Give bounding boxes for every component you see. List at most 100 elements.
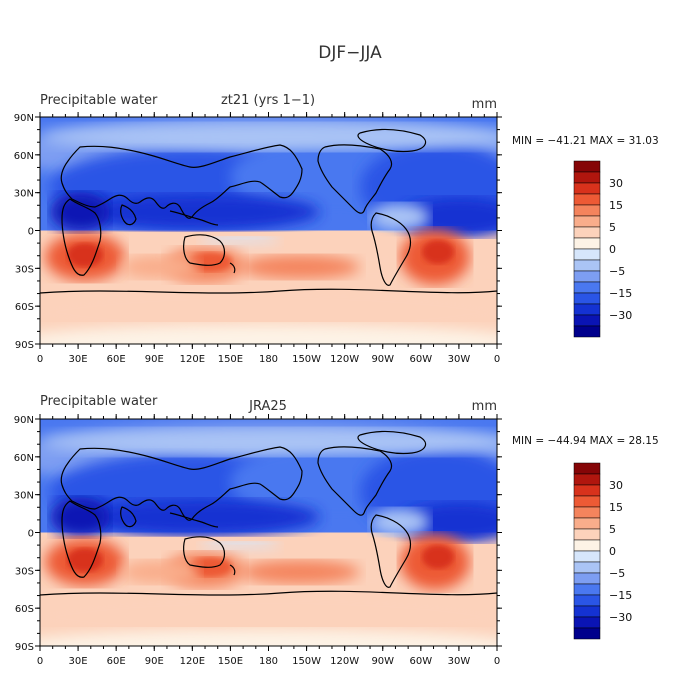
panel-reanalysis-units: mm (472, 399, 497, 414)
field-contour-blob (40, 428, 497, 456)
colorbar-swatch (573, 248, 601, 261)
field-contour-blob (422, 545, 454, 569)
colorbar-swatch (573, 314, 601, 327)
field-contour-blob (67, 243, 103, 267)
colorbar-label: 5 (609, 523, 616, 536)
colorbar-swatch (573, 583, 601, 596)
colorbar-swatch (573, 561, 601, 574)
colorbar-label: 15 (609, 199, 623, 212)
x-tick-label: 0 (494, 656, 500, 667)
x-tick-label: 30E (69, 354, 88, 365)
panel-reanalysis-source: JRA25 (248, 399, 287, 414)
colorbar-swatch (573, 281, 601, 294)
y-tick-label: 60S (15, 604, 34, 615)
colorbar-swatch (573, 237, 601, 250)
colorbar-swatch (573, 204, 601, 217)
colorbar-label: −5 (609, 265, 625, 278)
colorbar-swatch (573, 528, 601, 541)
x-tick-label: 0 (494, 354, 500, 365)
panel-reanalysis-minmax: MIN = −44.94 MAX = 28.15 (512, 435, 659, 447)
y-tick-label: 60N (14, 151, 34, 162)
y-tick-label: 90N (14, 415, 34, 426)
x-tick-label: 0 (37, 656, 43, 667)
panel-reanalysis-axes: 0 30E 60E 90E 120E 150E 180 150W 120W 90W 60W 30W 09… (14, 414, 502, 667)
colorbar-swatch (573, 325, 601, 338)
colorbar-swatch (573, 462, 601, 475)
colorbar-swatch (573, 517, 601, 530)
colorbar-label: −30 (609, 309, 632, 322)
x-tick-label: 60W (410, 354, 433, 365)
colorbar-swatch (573, 484, 601, 497)
colorbar-swatch (573, 292, 601, 305)
y-tick-label: 30S (15, 566, 34, 577)
field-contour-blob (400, 197, 497, 237)
colorbar-label: −15 (609, 589, 632, 602)
colorbar-swatch (573, 226, 601, 239)
colorbar-swatch (573, 627, 601, 640)
colorbar-swatch (573, 160, 601, 173)
x-tick-label: 60E (107, 354, 126, 365)
colorbar-swatch (573, 270, 601, 283)
panel-model: Precipitable water zt21 (yrs 1−1) mm MIN… (14, 93, 659, 365)
x-tick-label: 0 (37, 354, 43, 365)
field-contour-blob (370, 508, 430, 536)
colorbar-swatch (573, 171, 601, 184)
panel-model-minmax: MIN = −41.21 MAX = 31.03 (512, 135, 659, 147)
field-contour-blob (67, 548, 103, 572)
y-tick-label: 0 (28, 529, 34, 540)
colorbar-swatch (573, 550, 601, 563)
field-contour-blob (120, 255, 200, 279)
field-contour-blob (120, 560, 200, 584)
colorbar-swatch (573, 506, 601, 519)
x-tick-label: 30W (448, 656, 471, 667)
panel-reanalysis-field (40, 419, 497, 646)
colorbar-swatch (573, 473, 601, 486)
x-tick-label: 150E (218, 656, 243, 667)
y-tick-label: 30N (14, 491, 34, 502)
x-tick-label: 60E (107, 656, 126, 667)
field-contour-blob (80, 499, 320, 535)
panel-model-units: mm (472, 97, 497, 112)
field-contour-blob (240, 255, 360, 279)
x-tick-label: 180 (259, 656, 278, 667)
colorbar-swatch (573, 572, 601, 585)
x-tick-label: 150W (292, 354, 321, 365)
field-contour-blob (422, 240, 454, 264)
panel-model-axes: 0 30E 60E 90E 120E 150E 180 150W 120W 90W 60W 30W 09… (14, 112, 502, 365)
colorbar-swatch (573, 495, 601, 508)
x-tick-label: 150W (292, 656, 321, 667)
colorbar-swatch (573, 193, 601, 206)
colorbar-label: 0 (609, 545, 616, 558)
field-contour-blob (370, 203, 430, 231)
y-tick-label: 90S (15, 340, 34, 351)
colorbar-label: 15 (609, 501, 623, 514)
x-tick-label: 30E (69, 656, 88, 667)
field-contour-blob (400, 502, 497, 542)
panel-reanalysis-blobs (40, 419, 497, 646)
colorbar-swatch (573, 605, 601, 618)
colorbar-swatch (573, 539, 601, 552)
field-contour-blob (40, 629, 497, 646)
y-tick-label: 30N (14, 189, 34, 200)
x-tick-label: 120E (180, 354, 205, 365)
panel-reanalysis-colorbar: 30 15 5 0 −5 −15 −30 (573, 462, 632, 640)
colorbar-swatch (573, 259, 601, 272)
y-tick-label: 30S (15, 264, 34, 275)
x-tick-label: 90E (145, 656, 164, 667)
colorbar-swatch (573, 182, 601, 195)
panel-model-source: zt21 (yrs 1−1) (221, 93, 315, 108)
x-tick-label: 180 (259, 354, 278, 365)
colorbar-swatch (573, 616, 601, 629)
colorbar-label: 30 (609, 479, 623, 492)
colorbar-label: 30 (609, 177, 623, 190)
panel-model-blobs (40, 117, 497, 344)
panel-model-colorbar: 30 15 5 0 −5 −15 −30 (573, 160, 632, 338)
x-tick-label: 120W (330, 656, 359, 667)
x-tick-label: 90W (371, 656, 394, 667)
y-tick-label: 90N (14, 113, 34, 124)
colorbar-label: 0 (609, 243, 616, 256)
x-tick-label: 90W (371, 354, 394, 365)
x-tick-label: 60W (410, 656, 433, 667)
panel-reanalysis-subtitle: Precipitable water (40, 394, 158, 409)
